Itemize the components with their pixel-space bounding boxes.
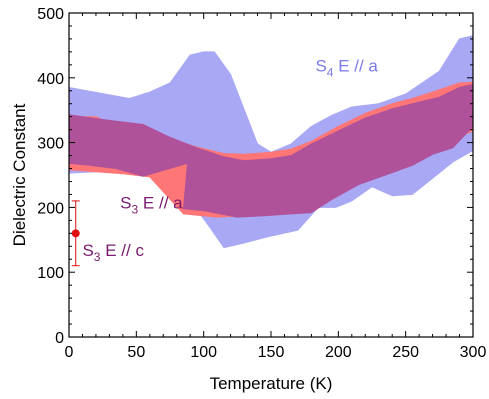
points-layer bbox=[71, 200, 80, 267]
y-axis-label: Dielectric Constant bbox=[10, 103, 29, 246]
series-label-2: S3 E // a bbox=[120, 194, 183, 217]
x-tick-label-50: 50 bbox=[127, 344, 145, 361]
bands-layer bbox=[68, 35, 474, 249]
x-axis-label: Temperature (K) bbox=[210, 374, 333, 393]
x-tick-label-300: 300 bbox=[460, 344, 487, 361]
y-tick-label-0: 0 bbox=[55, 330, 64, 347]
series-label-0: S4 E // a bbox=[315, 56, 378, 79]
x-tick-label-100: 100 bbox=[190, 344, 217, 361]
band-0 bbox=[68, 35, 474, 249]
data-point-0 bbox=[71, 229, 80, 238]
y-tick-label-300: 300 bbox=[37, 136, 64, 153]
x-tick-label-250: 250 bbox=[392, 344, 419, 361]
annotations-layer: S4 E // a S3 E // a S3 E // c bbox=[82, 56, 378, 264]
x-tick-label-200: 200 bbox=[325, 344, 352, 361]
ticks-layer: 0 50 100 150 200 250 300 0 100 200 300 400 500 bbox=[37, 6, 486, 361]
y-tick-label-500: 500 bbox=[37, 6, 64, 23]
y-tick-label-400: 400 bbox=[37, 71, 64, 88]
y-tick-label-100: 100 bbox=[37, 265, 64, 282]
x-tick-label-0: 0 bbox=[65, 344, 74, 361]
y-tick-label-200: 200 bbox=[37, 200, 64, 217]
point-label-0: S3 E // c bbox=[82, 241, 144, 264]
x-tick-label-150: 150 bbox=[258, 344, 285, 361]
